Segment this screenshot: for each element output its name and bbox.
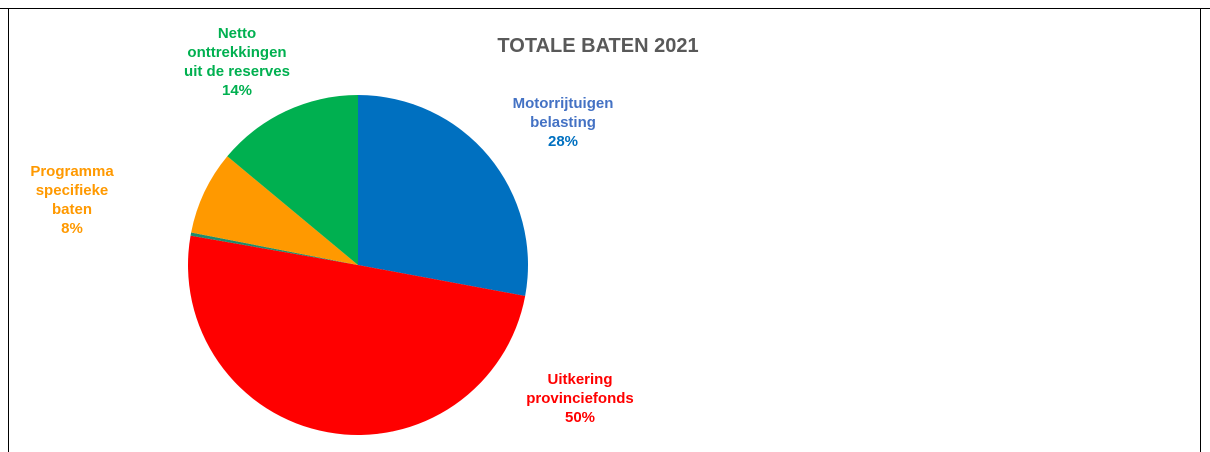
- pie-slice: [190, 232, 358, 265]
- slice-value-label: 8%: [61, 220, 83, 237]
- pie-slice: [227, 95, 358, 265]
- slice-value-label: 50%: [565, 409, 595, 426]
- slice-label: Uitkering provinciefonds: [526, 371, 634, 407]
- chart-title: TOTALE BATEN 2021: [497, 35, 698, 57]
- slice-value-label: 14%: [222, 82, 252, 99]
- slice-label: Motorrijtuigen belasting: [513, 95, 614, 131]
- slice-label: Netto onttrekkingen uit de reserves: [184, 25, 290, 80]
- pie-slice: [358, 95, 528, 296]
- slice-label: Programma specifieke baten: [30, 163, 114, 218]
- slice-value-label: 28%: [548, 133, 578, 150]
- pie-slice: [191, 156, 358, 265]
- pie-slice: [188, 235, 526, 435]
